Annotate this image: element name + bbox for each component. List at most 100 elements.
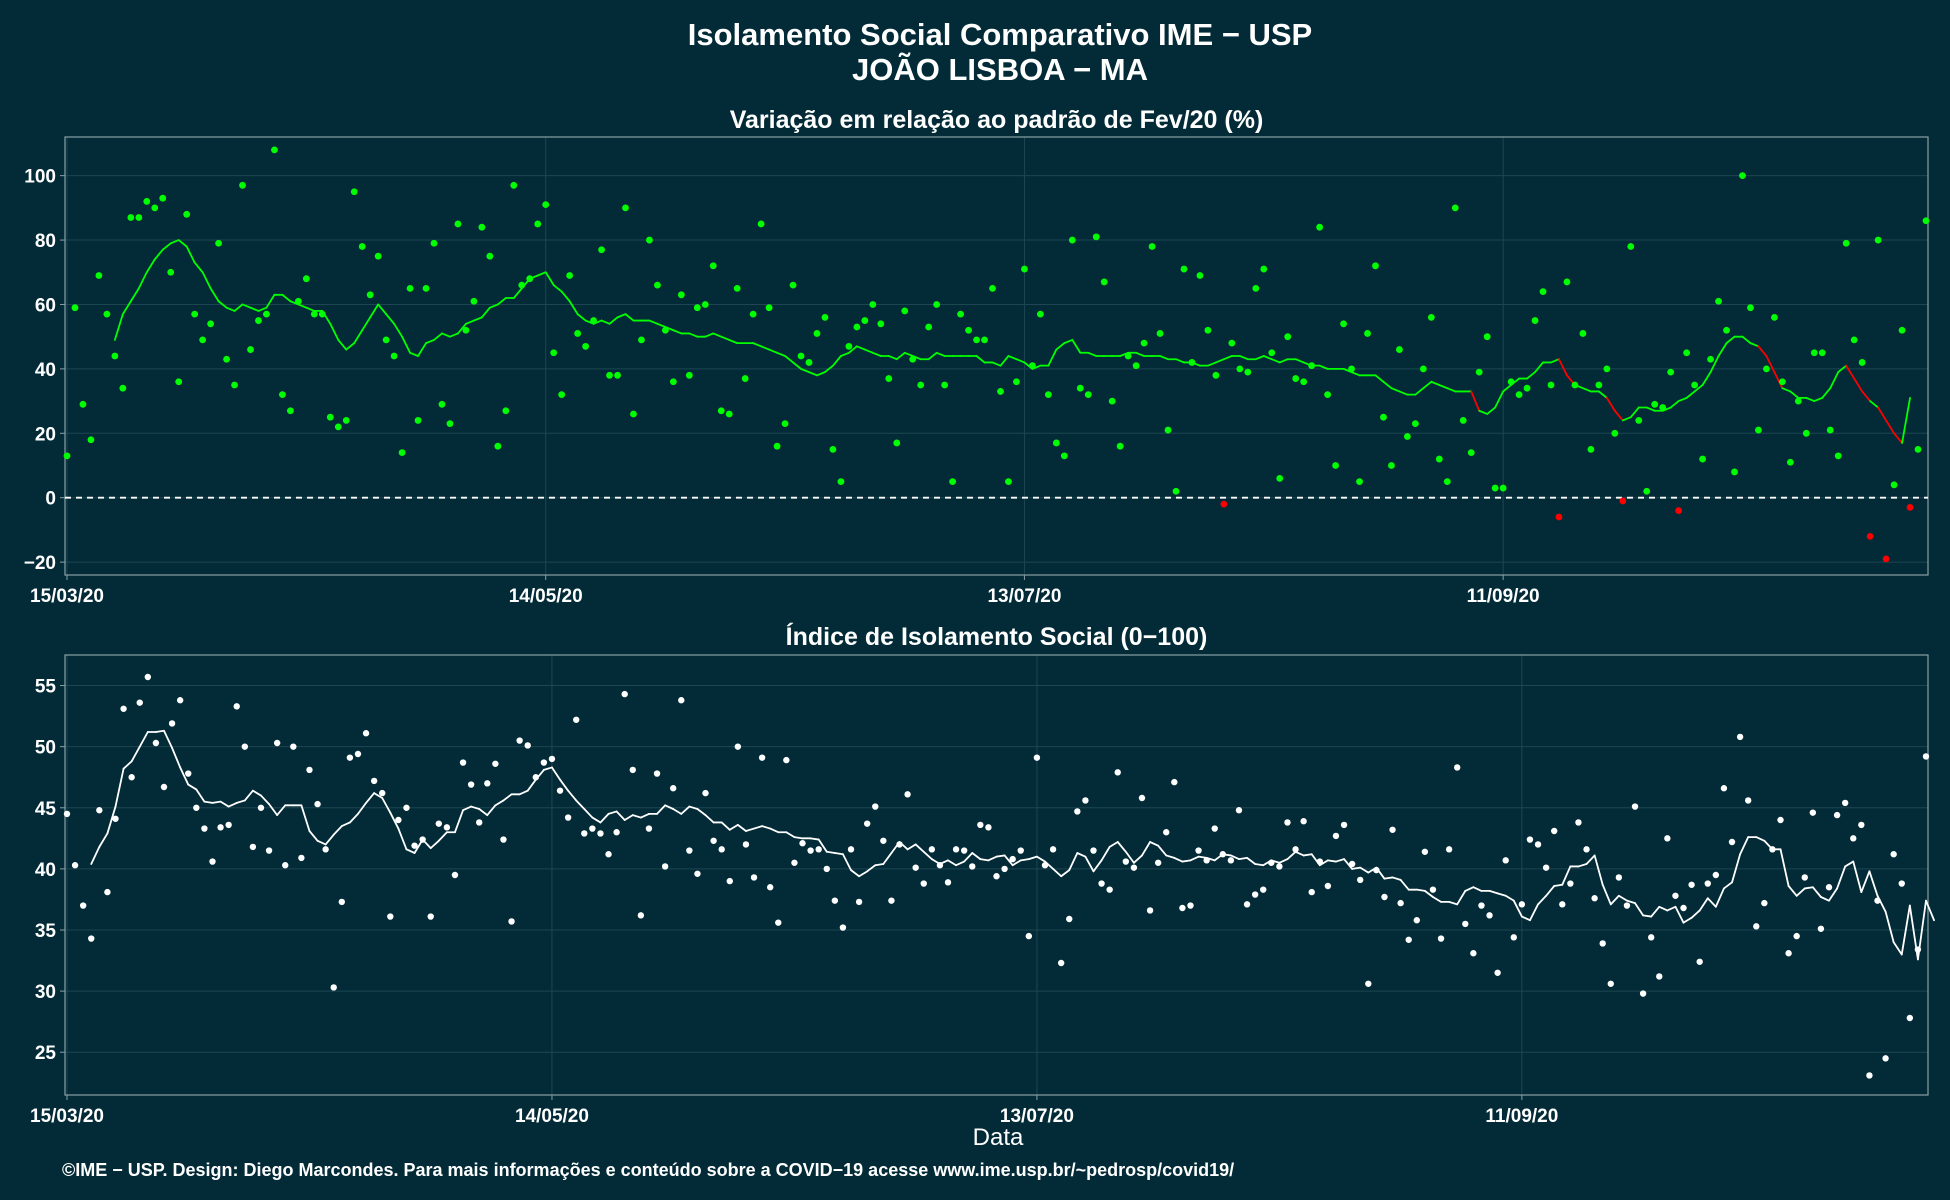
var-moving-average-segment: [1382, 380, 1393, 390]
idx-data-point: [1559, 901, 1566, 908]
var-moving-average-segment: [903, 351, 914, 357]
var-data-point: [63, 452, 71, 460]
var-moving-average-segment: [1207, 361, 1217, 367]
idx-data-point: [1680, 904, 1687, 912]
idx-data-point: [79, 902, 87, 909]
var-data-point: [550, 349, 558, 357]
var-moving-average-segment: [1270, 358, 1281, 364]
idx-moving-average-segment: [1496, 892, 1507, 897]
idx-moving-average-segment: [98, 832, 109, 848]
var-data-point: [757, 220, 765, 228]
var-moving-average-segment: [353, 329, 364, 345]
idx-moving-average-segment: [858, 870, 869, 878]
idx-moving-average-segment: [526, 778, 537, 792]
var-moving-average-segment: [480, 306, 491, 319]
idx-data-point: [120, 705, 127, 712]
idx-y-tick-label: 40: [35, 860, 56, 881]
var-moving-average-segment: [201, 271, 212, 290]
var-moving-average-segment: [1486, 406, 1497, 415]
var-moving-average-segment: [1550, 358, 1560, 364]
var-data-point: [438, 400, 446, 408]
idx-moving-average-segment: [478, 808, 489, 817]
var-moving-average-segment: [185, 245, 196, 264]
var-data-point: [326, 413, 334, 421]
idx-data-point: [1575, 819, 1582, 826]
idx-moving-average-segment: [454, 809, 464, 834]
var-data-point: [717, 407, 725, 415]
idx-data-point: [726, 877, 733, 885]
idx-data-point: [573, 716, 580, 723]
var-moving-average-segment: [169, 239, 180, 245]
var-data-point: [462, 326, 470, 334]
var-data-point: [1691, 381, 1699, 389]
idx-moving-average-segment: [1246, 856, 1257, 865]
chart-title-line1: Isolamento Social Comparativo IME − USP: [688, 17, 1312, 52]
idx-data-point: [1300, 818, 1307, 825]
var-data-point: [1659, 404, 1667, 411]
idx-moving-average-segment: [1731, 853, 1741, 884]
var-data-point: [1619, 497, 1627, 505]
var-moving-average-segment: [624, 313, 635, 322]
var-data-point: [582, 342, 590, 350]
var-data-point: [797, 352, 805, 360]
var-moving-average-segment: [385, 313, 396, 325]
idx-moving-average-segment: [130, 745, 141, 763]
var-moving-average-segment: [1885, 419, 1895, 435]
var-data-point: [1818, 349, 1826, 357]
var-data-point: [1459, 417, 1467, 424]
idx-moving-average-segment: [963, 852, 974, 863]
var-moving-average-segment: [1278, 358, 1289, 364]
var-data-point: [1356, 478, 1363, 486]
var-data-point: [366, 291, 374, 299]
idx-moving-average-segment: [1448, 900, 1459, 906]
idx-data-point: [282, 862, 289, 869]
var-moving-average-segment: [465, 319, 475, 325]
var-data-point: [1172, 487, 1180, 495]
idx-data-point: [952, 846, 960, 853]
var-moving-average-segment: [712, 332, 723, 338]
idx-data-point: [1615, 874, 1623, 881]
var-data-point: [247, 346, 254, 353]
var-data-point: [494, 442, 502, 450]
var-data-point: [861, 317, 869, 324]
idx-moving-average-segment: [615, 810, 626, 821]
idx-data-point: [1284, 819, 1291, 826]
var-data-point: [1627, 243, 1635, 250]
idx-moving-average-segment: [591, 816, 602, 824]
idx-moving-average-segment: [1787, 885, 1798, 897]
idx-moving-average-segment: [1779, 848, 1790, 887]
idx-moving-average-segment: [1027, 855, 1038, 861]
chart-title-line2: JOÃO LISBOA − MA: [852, 52, 1148, 87]
idx-data-point: [1106, 886, 1113, 893]
idx-data-point: [346, 754, 354, 761]
idx-data-point: [1445, 846, 1453, 853]
idx-data-point: [775, 919, 782, 926]
idx-moving-average-segment: [365, 792, 376, 804]
var-moving-average-segment: [608, 316, 619, 325]
idx-moving-average-segment: [462, 805, 473, 812]
var-data-point: [1555, 513, 1563, 521]
idx-data-point: [977, 821, 984, 829]
idx-data-point: [605, 851, 612, 858]
var-moving-average-segment: [728, 338, 739, 345]
idx-y-tick-label: 45: [35, 799, 57, 820]
idx-data-point: [492, 760, 499, 767]
idx-moving-average-segment: [381, 797, 392, 814]
var-moving-average-segment: [121, 300, 132, 316]
idx-moving-average-segment: [187, 783, 198, 791]
var-data-point: [1076, 384, 1084, 392]
var-data-point: [1699, 455, 1707, 463]
idx-data-point: [734, 743, 742, 750]
var-data-point: [1212, 371, 1220, 379]
idx-moving-average-segment: [1860, 870, 1871, 894]
idx-moving-average-segment: [405, 848, 416, 854]
idx-data-point: [613, 829, 620, 836]
idx-data-point: [1825, 884, 1833, 891]
idx-data-point: [387, 913, 394, 920]
idx-moving-average-segment: [1003, 854, 1014, 867]
idx-moving-average-segment: [631, 814, 642, 819]
idx-moving-average-segment: [1335, 858, 1345, 863]
idx-data-point: [548, 755, 556, 763]
var-data-point: [1148, 243, 1156, 250]
idx-data-point: [1114, 769, 1121, 776]
